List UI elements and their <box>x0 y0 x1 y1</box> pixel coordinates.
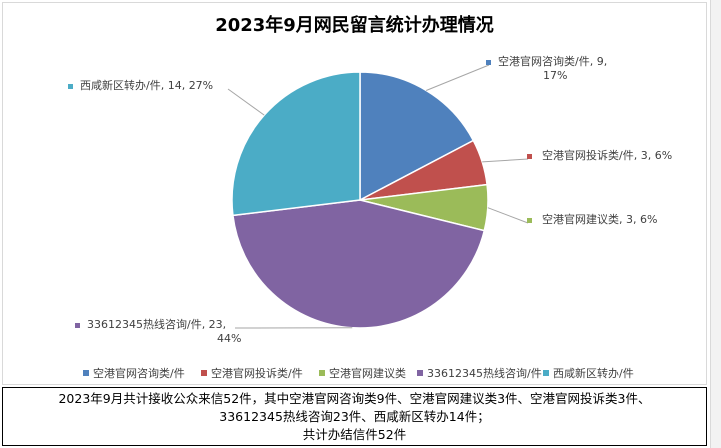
data-label: 西咸新区转办/件, 14, 27% <box>80 78 213 92</box>
chart-area: 2023年9月网民留言统计办理情况 空港官网咨询类/件, 9, 17% 空港官网投诉… <box>2 2 707 385</box>
caption-line-2: 33612345热线咨询23件、西咸新区转办14件； <box>219 409 490 424</box>
legend-marker <box>543 370 549 376</box>
data-label: 17% <box>543 69 567 82</box>
data-label: 44% <box>217 332 241 345</box>
legend-entry: 空港官网投诉类/件 <box>211 366 303 380</box>
leader-line <box>426 64 490 91</box>
legend-entry: 33612345热线咨询/件 <box>427 366 542 380</box>
caption-line-1: 2023年9月共计接收公众来信52件，其中空港官网咨询类9件、空港官网建议类3件… <box>58 391 651 406</box>
legend-marker <box>83 370 89 376</box>
legend-entry: 空港官网咨询类/件 <box>93 366 185 380</box>
legend-marker <box>201 370 207 376</box>
data-label-marker <box>68 84 73 89</box>
data-label-marker <box>527 218 532 223</box>
caption-line-3: 共计办结信件52件 <box>302 427 407 442</box>
legend-marker <box>319 370 325 376</box>
data-label: 空港官网咨询类/件, 9, <box>498 54 607 68</box>
pie-chart: 空港官网咨询类/件, 9,17% 空港官网投诉类/件, 3, 6% 空港官网建议类,… <box>68 54 672 380</box>
leader-line <box>227 88 265 116</box>
data-label: 空港官网建议类, 3, 6% <box>542 212 657 226</box>
pie-slice <box>231 71 361 217</box>
leader-line <box>482 158 529 163</box>
data-label-marker <box>486 60 491 65</box>
legend-entry: 空港官网建议类 <box>329 366 406 380</box>
summary-caption: 2023年9月共计接收公众来信52件，其中空港官网咨询类9件、空港官网建议类3件… <box>2 387 707 446</box>
data-label: 空港官网投诉类/件, 3, 6% <box>542 148 672 162</box>
legend-entry: 西咸新区转办/件 <box>553 366 634 380</box>
legend-marker <box>417 370 423 376</box>
sheet-scroll-edge <box>710 0 721 448</box>
leader-line <box>487 207 529 224</box>
data-label: 33612345热线咨询/件, 23, <box>87 317 226 331</box>
pie-slice <box>359 71 475 202</box>
data-label-marker <box>75 323 80 328</box>
chart-title: 2023年9月网民留言统计办理情况 <box>215 15 494 36</box>
data-label-marker <box>527 154 532 159</box>
